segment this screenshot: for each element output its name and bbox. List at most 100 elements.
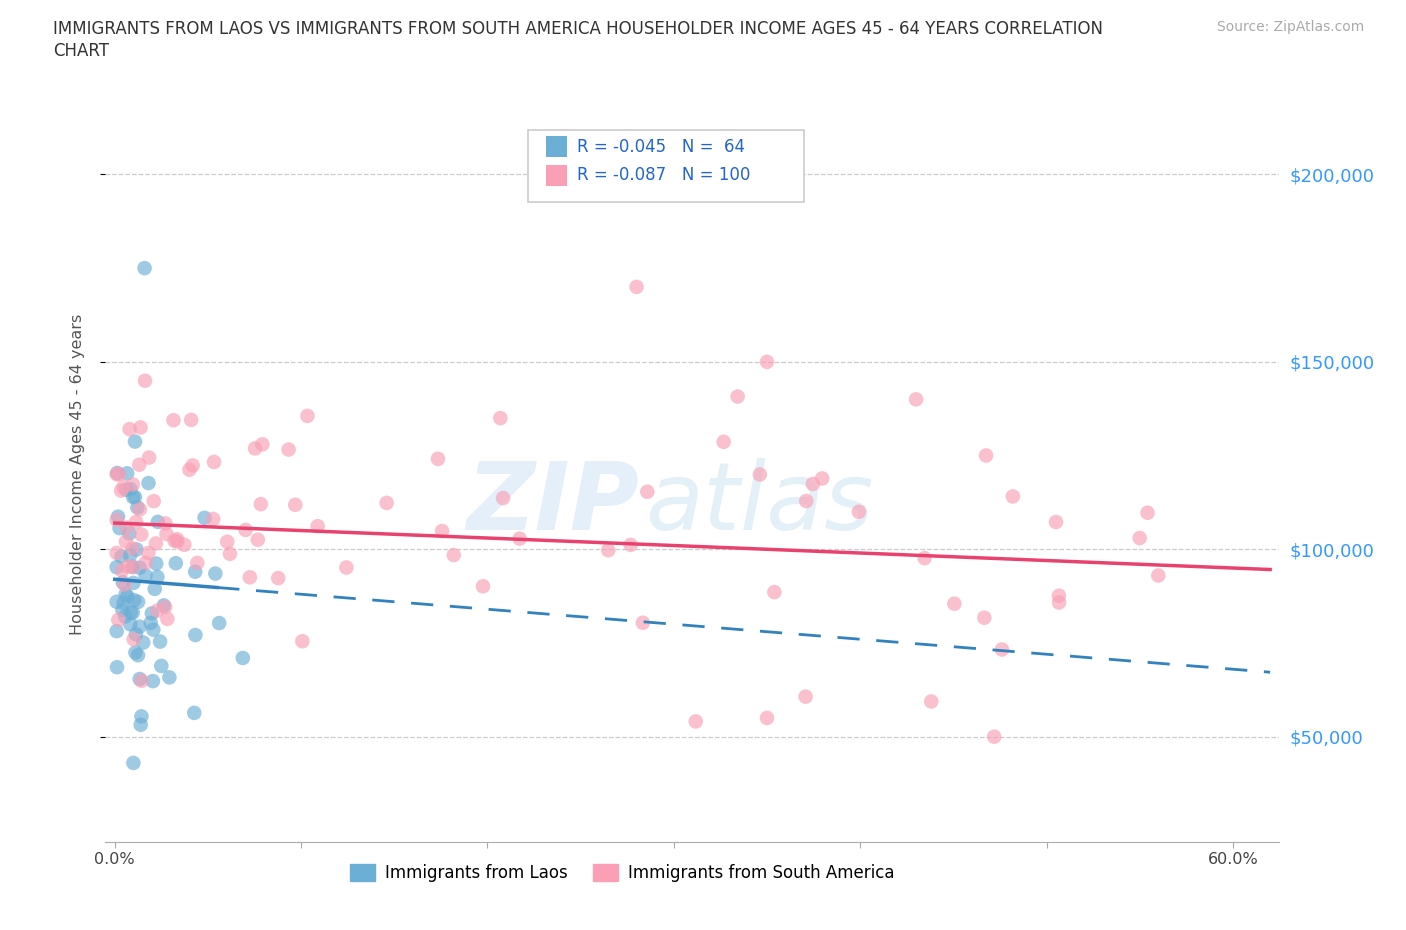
Point	[120, 482, 142, 497]
Point	[794, 689, 817, 704]
Point	[135, 555, 157, 570]
Point	[117, 589, 139, 604]
Point	[127, 500, 149, 515]
Point	[208, 616, 231, 631]
Point	[166, 532, 188, 547]
Point	[141, 606, 163, 621]
Point	[202, 512, 225, 526]
Point	[756, 354, 779, 369]
Point	[811, 471, 834, 485]
Point	[943, 596, 966, 611]
FancyBboxPatch shape	[546, 137, 567, 157]
Point	[146, 603, 169, 618]
Point	[204, 566, 226, 581]
Point	[132, 635, 155, 650]
Point	[122, 755, 145, 770]
Point	[217, 535, 239, 550]
Point	[110, 549, 132, 564]
Point	[277, 442, 299, 457]
Text: Source: ZipAtlas.com: Source: ZipAtlas.com	[1216, 20, 1364, 34]
Point	[180, 412, 202, 427]
Point	[375, 496, 398, 511]
Point	[146, 569, 169, 584]
Point	[105, 624, 128, 639]
Point	[134, 260, 156, 275]
Point	[115, 466, 138, 481]
Point	[179, 462, 201, 477]
Point	[128, 502, 150, 517]
Point	[1045, 514, 1067, 529]
Point	[430, 524, 453, 538]
Point	[142, 673, 165, 688]
Point	[184, 628, 207, 643]
Point	[112, 595, 135, 610]
Point	[335, 560, 357, 575]
Text: ZIP: ZIP	[467, 458, 640, 550]
Point	[756, 711, 779, 725]
Point	[136, 546, 159, 561]
Point	[114, 577, 136, 591]
Point	[115, 520, 138, 535]
Point	[105, 659, 128, 674]
Point	[162, 413, 184, 428]
Point	[155, 526, 177, 541]
Legend: Immigrants from Laos, Immigrants from South America: Immigrants from Laos, Immigrants from So…	[343, 857, 901, 888]
Point	[794, 494, 817, 509]
Point	[105, 466, 128, 481]
Text: R = -0.087   N = 100: R = -0.087 N = 100	[578, 166, 751, 184]
Point	[114, 609, 136, 624]
Point	[157, 670, 180, 684]
Point	[183, 706, 205, 721]
Point	[122, 477, 145, 492]
Point	[111, 575, 134, 590]
Point	[112, 480, 135, 495]
Point	[173, 538, 195, 552]
Point	[125, 542, 148, 557]
Point	[620, 538, 643, 552]
Point	[905, 392, 928, 406]
Point	[243, 441, 266, 456]
Point	[111, 564, 134, 578]
Point	[232, 651, 254, 666]
Point	[125, 627, 148, 642]
Point	[598, 543, 620, 558]
Point	[131, 673, 153, 688]
Point	[105, 512, 128, 527]
Point	[131, 709, 153, 724]
Point	[149, 634, 172, 649]
Point	[291, 633, 314, 648]
Point	[128, 458, 150, 472]
Point	[471, 578, 494, 593]
Point	[1147, 568, 1170, 583]
Point	[914, 551, 936, 565]
Point	[105, 594, 128, 609]
Point	[1129, 531, 1152, 546]
Text: CHART: CHART	[53, 42, 110, 60]
Point	[1136, 505, 1159, 520]
Point	[118, 526, 141, 541]
Point	[114, 587, 136, 602]
Point	[727, 389, 749, 404]
Text: IMMIGRANTS FROM LAOS VS IMMIGRANTS FROM SOUTH AMERICA HOUSEHOLDER INCOME AGES 45: IMMIGRANTS FROM LAOS VS IMMIGRANTS FROM …	[53, 20, 1104, 38]
Point	[115, 483, 138, 498]
Point	[108, 467, 131, 482]
Point	[118, 548, 141, 563]
Point	[974, 448, 997, 463]
Point	[991, 642, 1014, 657]
Point	[748, 467, 770, 482]
Point	[219, 546, 242, 561]
Point	[763, 585, 786, 600]
Point	[489, 411, 512, 426]
Point	[117, 559, 139, 574]
Point	[307, 519, 329, 534]
Point	[107, 510, 129, 525]
Point	[636, 485, 658, 499]
Point	[107, 613, 129, 628]
Point	[249, 497, 271, 512]
Point	[134, 373, 156, 388]
Point	[155, 516, 177, 531]
Point	[235, 523, 257, 538]
Point	[142, 494, 165, 509]
Point	[193, 511, 215, 525]
Point	[983, 729, 1005, 744]
